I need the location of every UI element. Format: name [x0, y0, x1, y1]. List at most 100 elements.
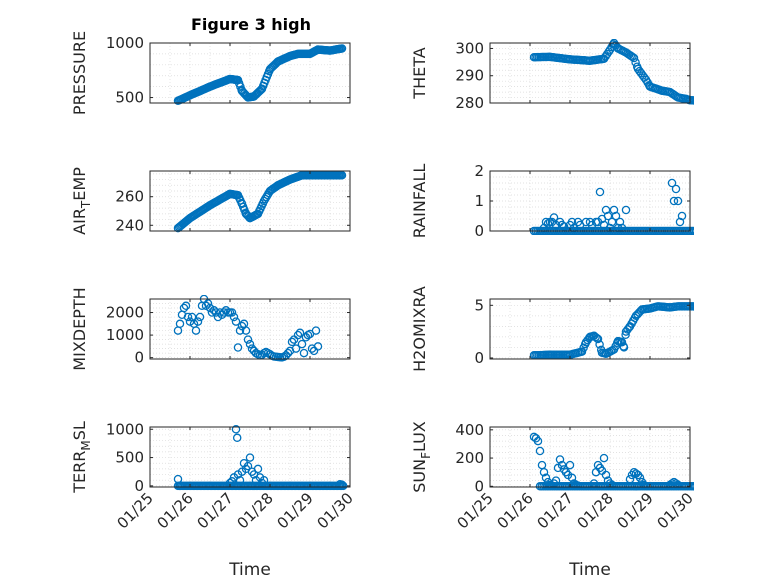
grid — [489, 427, 691, 487]
data-point — [595, 187, 605, 197]
data-point — [593, 334, 603, 344]
data-point — [693, 229, 694, 233]
subplot-pressure: 500 1000 PRESSURE — [70, 31, 351, 115]
data-point — [700, 483, 707, 490]
data-point — [243, 461, 253, 471]
data-point — [557, 220, 567, 230]
data-point — [291, 344, 301, 353]
data-point — [629, 53, 639, 63]
data-point — [193, 317, 203, 326]
data-point — [233, 343, 243, 352]
data-point — [706, 483, 713, 490]
data-point — [667, 178, 677, 188]
series-markers — [173, 425, 348, 491]
data-point — [235, 326, 245, 335]
data-point — [689, 226, 694, 235]
data-point — [669, 196, 679, 206]
subplot-theta: 280 290 300 THETA — [410, 39, 709, 112]
data-point — [299, 348, 309, 358]
data-point — [702, 97, 709, 104]
data-point — [231, 317, 241, 326]
y-tick-label: 0 — [474, 349, 484, 367]
y-tick-label: 2 — [474, 162, 484, 180]
data-point — [543, 219, 553, 228]
data-point — [621, 205, 631, 215]
data-point — [619, 343, 629, 352]
data-point — [295, 328, 305, 338]
data-point — [227, 308, 237, 317]
data-point — [698, 303, 705, 310]
data-point — [235, 475, 245, 485]
data-point — [195, 312, 205, 322]
data-point — [700, 227, 707, 234]
data-point — [690, 96, 694, 105]
x-axis-label: Time — [228, 560, 271, 580]
data-point — [173, 474, 183, 484]
y-tick-label: 400 — [455, 421, 484, 439]
data-point — [541, 217, 551, 227]
data-point — [696, 227, 703, 234]
data-point — [692, 482, 694, 490]
data-point — [293, 330, 303, 340]
data-point — [241, 326, 251, 335]
data-point — [175, 481, 185, 491]
x-tick-label: 01/26 — [154, 489, 197, 532]
y-tick-label: 2000 — [106, 304, 144, 322]
data-point — [337, 44, 347, 53]
x-axis-label: Time — [568, 560, 611, 580]
data-point — [551, 476, 561, 485]
data-point — [549, 213, 559, 222]
data-point — [696, 303, 703, 310]
data-point — [283, 348, 293, 358]
y-tick-label: 1000 — [106, 326, 144, 344]
y-tick-label: 0 — [474, 477, 484, 495]
data-point — [709, 227, 716, 234]
data-point — [621, 330, 630, 340]
series-markers — [173, 171, 347, 233]
axes-box — [489, 42, 691, 104]
data-point — [696, 97, 703, 104]
series-markers — [173, 295, 323, 362]
y-tick-label: 290 — [455, 67, 484, 85]
axes-box — [149, 426, 351, 488]
series-markers — [173, 44, 347, 106]
subplot-mixdepth: 0 1000 2000 MIXDEPTH — [70, 287, 351, 371]
x-tick-label: 01/28 — [234, 489, 277, 532]
data-point — [533, 436, 543, 446]
x-tick-label: 01/25 — [454, 489, 497, 532]
data-point — [699, 303, 706, 310]
y-tick-label: 240 — [115, 216, 144, 234]
y-tick-label: 300 — [455, 39, 484, 57]
data-point — [693, 99, 694, 102]
y-axis-label: RAINFALL — [410, 164, 429, 239]
data-point — [704, 483, 711, 490]
data-point — [604, 47, 614, 56]
data-point — [673, 480, 683, 490]
grid — [149, 427, 351, 487]
data-point — [537, 460, 547, 470]
data-point — [539, 467, 549, 477]
data-point — [595, 340, 604, 349]
y-axis-label: PRESSURE — [70, 31, 89, 115]
data-point — [567, 473, 577, 483]
data-point — [337, 480, 347, 489]
data-point — [245, 453, 255, 462]
data-point — [607, 217, 617, 227]
y-tick-label: 200 — [455, 449, 484, 467]
x-tick-label: 01/26 — [494, 489, 537, 532]
figure-title: Figure 3 high — [191, 15, 311, 34]
data-point — [707, 227, 714, 234]
data-point — [229, 312, 239, 322]
data-point — [219, 308, 229, 317]
data-point — [591, 332, 600, 342]
data-point — [599, 453, 609, 463]
data-point — [181, 301, 191, 311]
y-tick-label: 5 — [474, 296, 484, 314]
y-tick-label: 1000 — [106, 34, 144, 52]
data-point — [695, 483, 702, 490]
x-tick-label: 01/29 — [614, 489, 657, 532]
x-tick-label: 01/29 — [274, 489, 317, 532]
axes-box — [149, 42, 351, 104]
